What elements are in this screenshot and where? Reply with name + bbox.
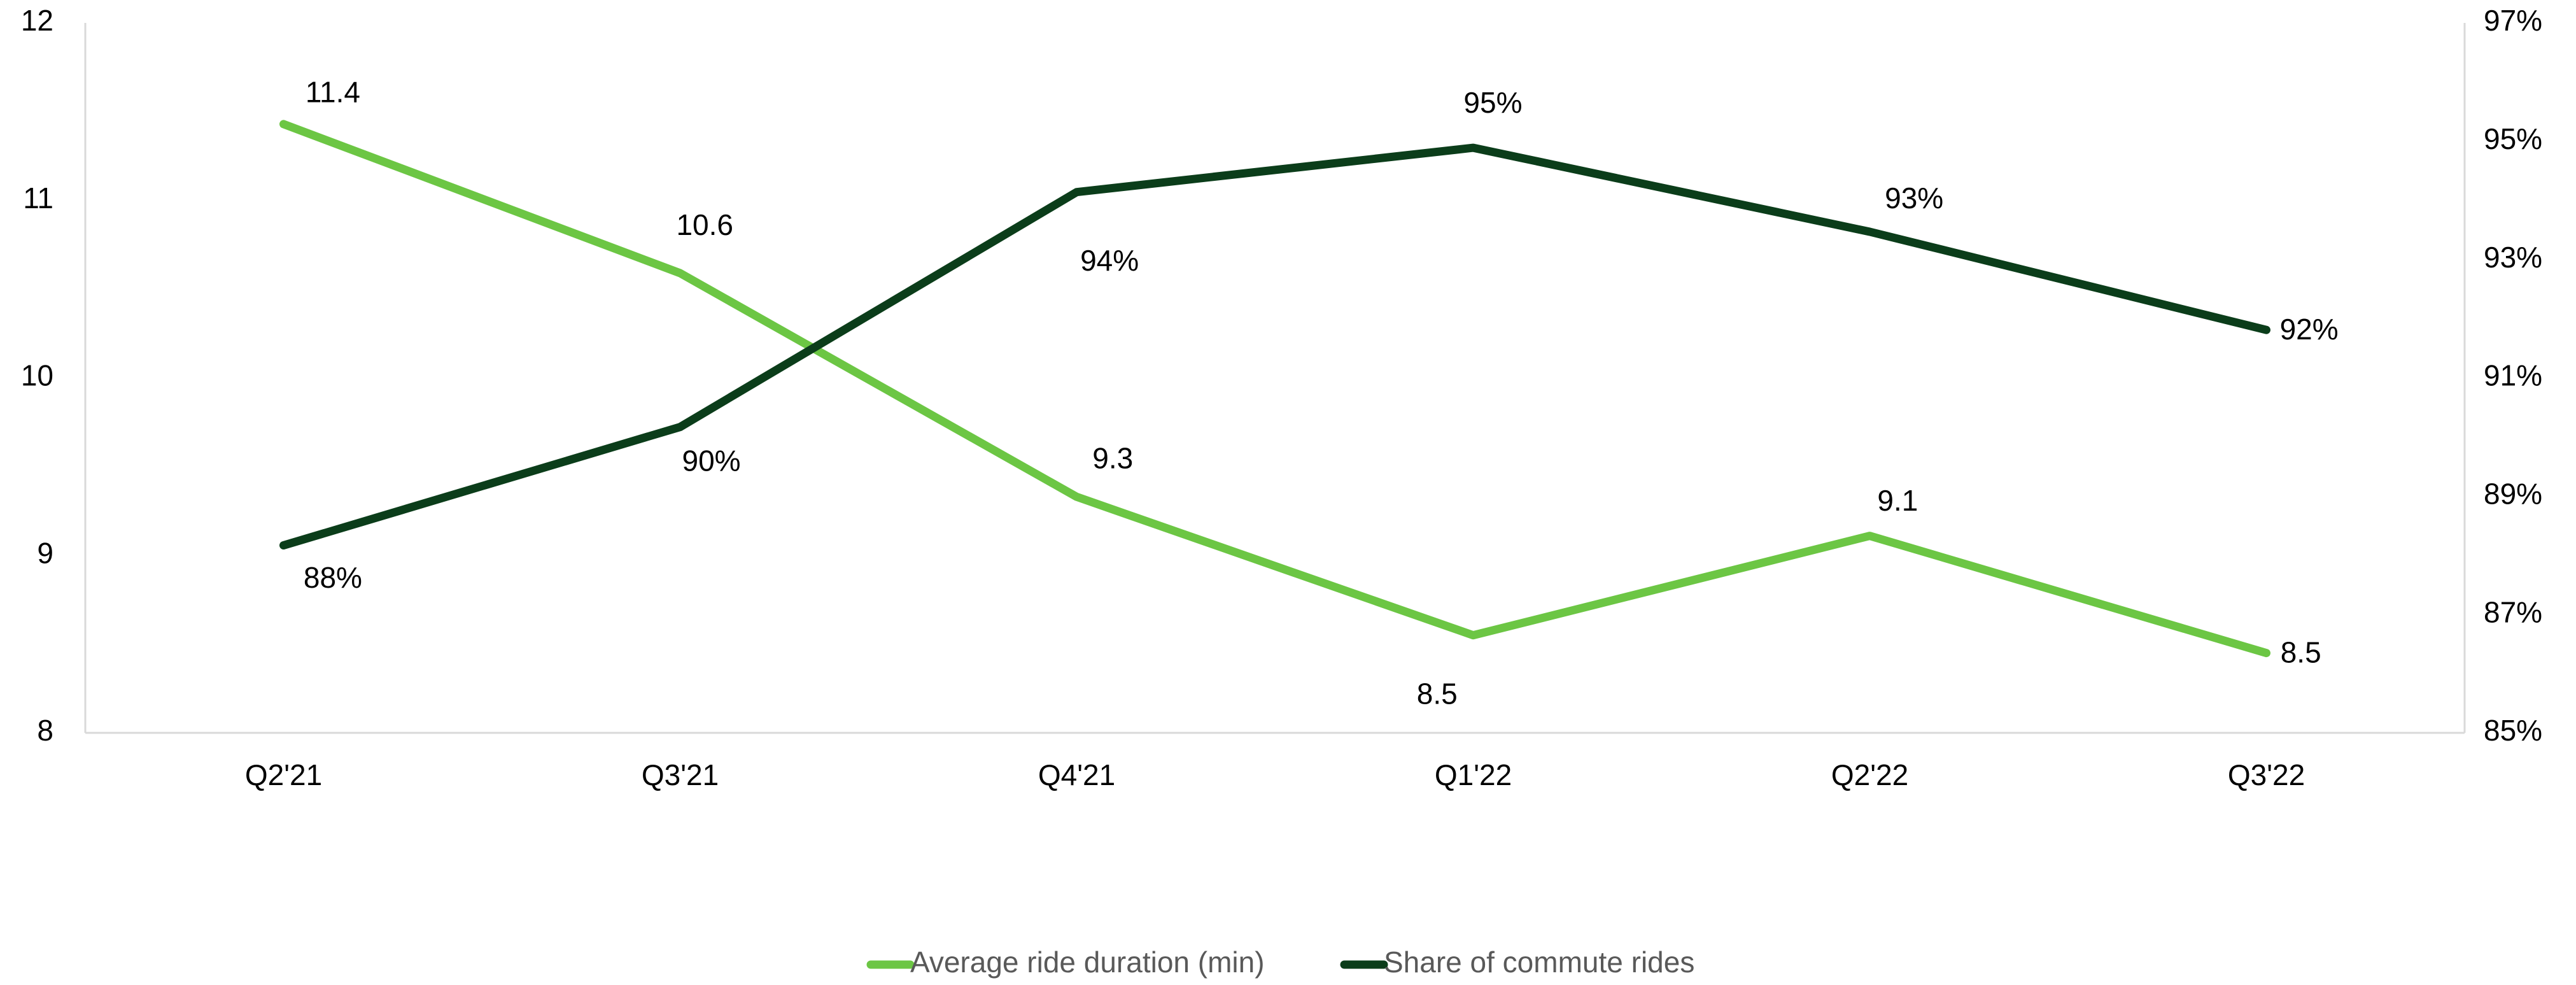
data-label: 90% — [682, 444, 740, 478]
data-label: 11.4 — [306, 76, 360, 109]
data-label: 9.3 — [1092, 442, 1133, 475]
y2-tick-label: 87% — [2484, 595, 2542, 628]
data-label: 94% — [1080, 244, 1139, 277]
data-label: 93% — [1885, 181, 1943, 215]
y-tick-label: 11 — [23, 181, 53, 215]
y-tick-label: 10 — [21, 359, 53, 392]
y-tick-label: 9 — [37, 536, 53, 569]
data-label: 95% — [1463, 86, 1522, 119]
x-tick-label: Q2'21 — [245, 758, 322, 791]
series-line — [279, 143, 2270, 549]
y2-tick-label: 95% — [2484, 122, 2542, 155]
x-tick-label: Q1'22 — [1435, 758, 1512, 791]
x-tick-label: Q2'22 — [1831, 758, 1908, 791]
y-tick-label: 8 — [37, 714, 53, 747]
legend: Share of commute rides — [1384, 946, 1694, 979]
data-label: 88% — [304, 561, 362, 594]
y2-tick-label: 91% — [2484, 359, 2542, 392]
x-tick-label: Q3'22 — [2228, 758, 2305, 791]
x-tick-label: Q4'21 — [1038, 758, 1115, 791]
data-label: 8.5 — [2281, 635, 2321, 669]
y2-tick-label: 89% — [2484, 477, 2542, 510]
data-label: 8.5 — [1417, 677, 1458, 710]
data-label: 92% — [2280, 313, 2339, 346]
y-tick-label: 12 — [21, 4, 53, 37]
data-label: 10.6 — [676, 208, 733, 241]
x-tick-label: Q3'21 — [642, 758, 719, 791]
legend: Average ride duration (min) — [910, 946, 1265, 979]
y2-tick-label: 97% — [2484, 4, 2542, 37]
data-label: 9.1 — [1877, 484, 1918, 517]
series-line — [279, 120, 2270, 658]
y2-tick-label: 85% — [2484, 714, 2542, 747]
y2-tick-label: 93% — [2484, 241, 2542, 274]
